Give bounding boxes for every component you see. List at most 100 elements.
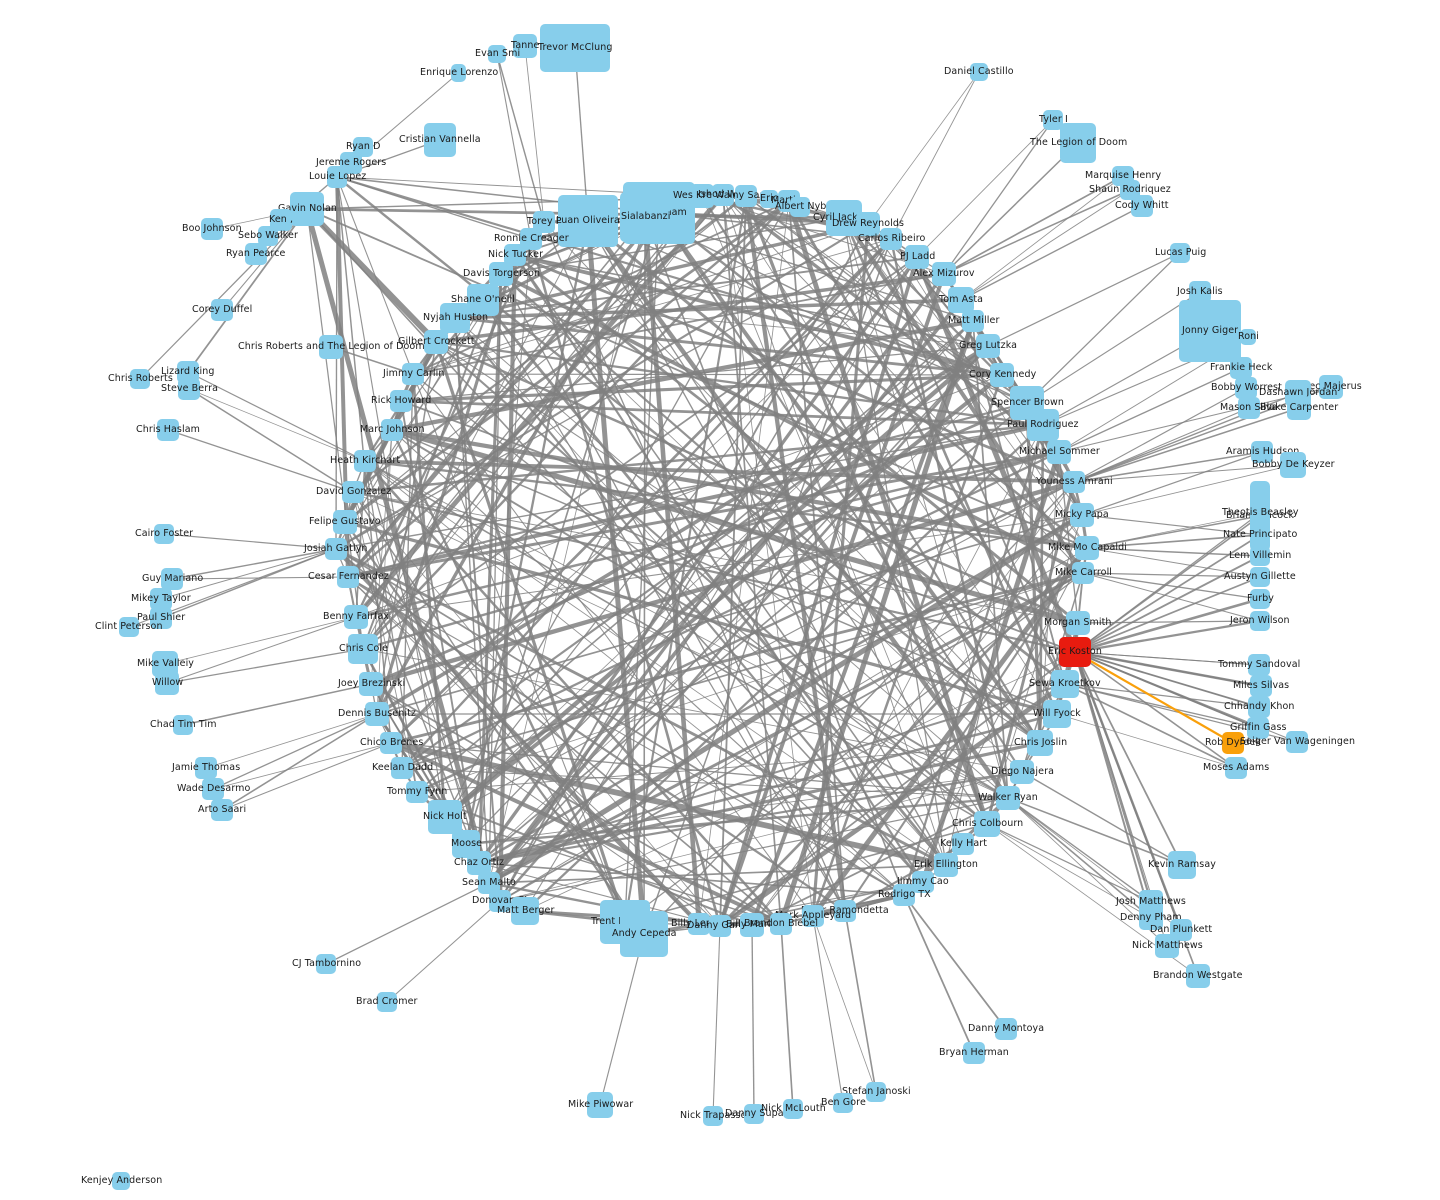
graph-node[interactable]: [1248, 654, 1270, 676]
graph-node[interactable]: [540, 24, 610, 72]
graph-node[interactable]: [488, 45, 506, 63]
graph-node[interactable]: [1070, 503, 1094, 527]
graph-node[interactable]: [990, 363, 1014, 387]
graph-node[interactable]: [948, 287, 974, 313]
graph-node[interactable]: [690, 184, 714, 208]
graph-node[interactable]: [1186, 964, 1210, 988]
graph-node[interactable]: [802, 905, 824, 927]
graph-node[interactable]: [489, 262, 513, 286]
graph-node[interactable]: [1250, 675, 1272, 697]
graph-node[interactable]: [740, 913, 764, 937]
graph-node[interactable]: [1170, 243, 1190, 263]
graph-node[interactable]: [703, 1106, 723, 1126]
graph-node[interactable]: [952, 833, 974, 855]
graph-node[interactable]: [1222, 732, 1244, 754]
graph-node[interactable]: [770, 913, 792, 935]
graph-node[interactable]: [451, 64, 466, 82]
graph-node[interactable]: [1238, 397, 1260, 419]
graph-node[interactable]: [130, 369, 150, 389]
graph-node[interactable]: [1251, 441, 1273, 463]
graph-node[interactable]: [790, 197, 810, 217]
graph-node[interactable]: [504, 244, 526, 266]
graph-node[interactable]: [1168, 851, 1196, 879]
graph-node[interactable]: [587, 1092, 613, 1118]
graph-node[interactable]: [333, 510, 357, 534]
graph-node[interactable]: [365, 702, 389, 726]
graph-node[interactable]: [558, 195, 618, 247]
graph-node[interactable]: [211, 799, 233, 821]
graph-node[interactable]: [325, 538, 347, 560]
graph-node[interactable]: [377, 992, 397, 1012]
graph-node[interactable]: [1319, 375, 1343, 399]
graph-node[interactable]: [316, 954, 336, 974]
graph-node[interactable]: [1027, 730, 1053, 756]
graph-node[interactable]: [783, 1099, 803, 1119]
graph-node[interactable]: [1072, 562, 1094, 584]
graph-node[interactable]: [178, 378, 200, 400]
graph-node[interactable]: [1010, 760, 1034, 784]
graph-node[interactable]: [905, 245, 929, 269]
graph-node[interactable]: [1225, 757, 1247, 779]
graph-node[interactable]: [381, 419, 403, 441]
graph-node[interactable]: [467, 284, 499, 316]
graph-node[interactable]: [934, 853, 958, 877]
graph-node[interactable]: [1047, 440, 1071, 464]
graph-node[interactable]: [963, 1042, 985, 1064]
graph-node[interactable]: [195, 757, 217, 779]
graph-node[interactable]: [337, 566, 359, 588]
graph-node[interactable]: [1250, 567, 1270, 587]
graph-node[interactable]: [177, 361, 199, 383]
graph-node[interactable]: [1287, 396, 1311, 420]
graph-node[interactable]: [154, 524, 174, 544]
graph-node[interactable]: [489, 890, 511, 912]
graph-node[interactable]: [744, 1104, 764, 1124]
graph-node[interactable]: [402, 363, 424, 385]
graph-node[interactable]: [327, 166, 347, 188]
graph-node[interactable]: [880, 228, 902, 250]
graph-node[interactable]: [1075, 536, 1099, 560]
graph-node[interactable]: [478, 872, 500, 894]
graph-node[interactable]: [1043, 700, 1071, 728]
graph-node[interactable]: [688, 913, 710, 935]
graph-node[interactable]: [390, 390, 412, 412]
graph-node[interactable]: [1247, 717, 1269, 739]
graph-node[interactable]: [380, 732, 402, 754]
graph-node[interactable]: [1240, 329, 1256, 345]
graph-node[interactable]: [202, 778, 224, 800]
graph-node[interactable]: [112, 1172, 130, 1190]
graph-node[interactable]: [620, 192, 670, 242]
graph-node[interactable]: [1250, 546, 1270, 566]
graph-node[interactable]: [391, 757, 413, 779]
graph-node[interactable]: [962, 310, 984, 332]
graph-node[interactable]: [1235, 377, 1257, 399]
graph-node[interactable]: [1250, 589, 1270, 609]
graph-node[interactable]: [1066, 611, 1090, 635]
graph-node[interactable]: [620, 911, 668, 957]
graph-node[interactable]: [1131, 195, 1153, 217]
graph-node[interactable]: [157, 419, 179, 441]
graph-node[interactable]: [1248, 696, 1270, 718]
graph-node[interactable]: [354, 450, 376, 472]
graph-node[interactable]: [995, 1018, 1017, 1040]
graph-node[interactable]: [970, 63, 988, 81]
graph-node[interactable]: [258, 226, 278, 246]
graph-node[interactable]: [1280, 452, 1306, 478]
graph-node[interactable]: [290, 192, 324, 226]
graph-node[interactable]: [1189, 281, 1211, 303]
graph-node[interactable]: [424, 123, 456, 157]
graph-node[interactable]: [155, 671, 179, 695]
graph-node[interactable]: [211, 299, 233, 321]
graph-node[interactable]: [1250, 611, 1270, 631]
graph-node[interactable]: [201, 218, 223, 240]
graph-node[interactable]: [735, 185, 757, 207]
graph-node[interactable]: [760, 190, 778, 208]
graph-node[interactable]: [440, 303, 470, 333]
graph-node[interactable]: [976, 334, 1000, 358]
graph-node[interactable]: [467, 851, 491, 875]
graph-node[interactable]: [342, 481, 364, 503]
graph-node[interactable]: [1059, 637, 1091, 667]
graph-node[interactable]: [834, 900, 856, 922]
graph-node[interactable]: [533, 211, 555, 233]
graph-node[interactable]: [161, 568, 183, 590]
